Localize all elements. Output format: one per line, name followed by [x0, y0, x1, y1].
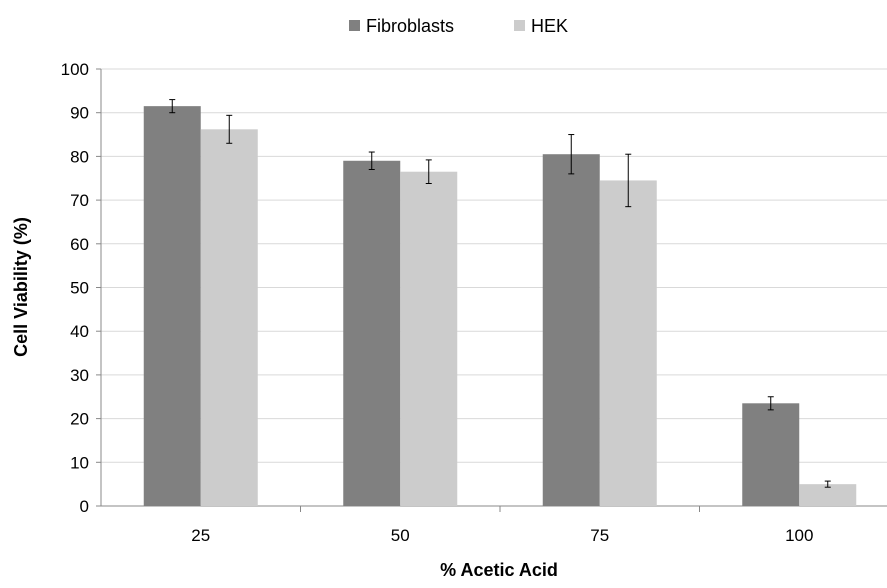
bar-fibroblasts-100 — [742, 403, 800, 506]
axes: 0 10 20 30 40 50 60 70 80 90 100 25 50 75 100 — [61, 60, 887, 545]
bar-fibroblasts-50 — [343, 160, 401, 506]
bar-hek-25 — [200, 129, 258, 506]
bar-hek-75 — [599, 180, 657, 506]
y-tick-label: 70 — [70, 191, 89, 210]
legend: Fibroblasts HEK — [349, 16, 568, 36]
x-tick-label: 25 — [191, 526, 210, 545]
bar-fibroblasts-75 — [542, 154, 600, 506]
legend-label-hek: HEK — [531, 16, 568, 36]
y-tick-label: 60 — [70, 235, 89, 254]
bars — [143, 106, 857, 507]
x-tick-label: 50 — [391, 526, 410, 545]
y-tick-label: 80 — [70, 147, 89, 166]
y-tick-label: 20 — [70, 410, 89, 429]
y-tick-label: 90 — [70, 104, 89, 123]
legend-swatch-fibroblasts — [349, 20, 360, 31]
legend-label-fibroblasts: Fibroblasts — [366, 16, 454, 36]
x-tick-label: 100 — [785, 526, 813, 545]
y-axis-title: Cell Viability (%) — [11, 217, 31, 357]
y-tick-label: 0 — [80, 497, 89, 516]
x-axis-title: % Acetic Acid — [440, 560, 558, 580]
y-tick-label: 30 — [70, 366, 89, 385]
legend-swatch-hek — [514, 20, 525, 31]
y-tick-label: 40 — [70, 322, 89, 341]
y-tick-label: 10 — [70, 453, 89, 472]
error-bars — [169, 99, 831, 488]
bar-hek-100 — [799, 484, 857, 506]
x-tick-label: 75 — [590, 526, 609, 545]
bar-fibroblasts-25 — [143, 106, 201, 507]
y-tick-label: 100 — [61, 60, 89, 79]
bar-hek-50 — [400, 171, 458, 506]
y-tick-label: 50 — [70, 279, 89, 298]
